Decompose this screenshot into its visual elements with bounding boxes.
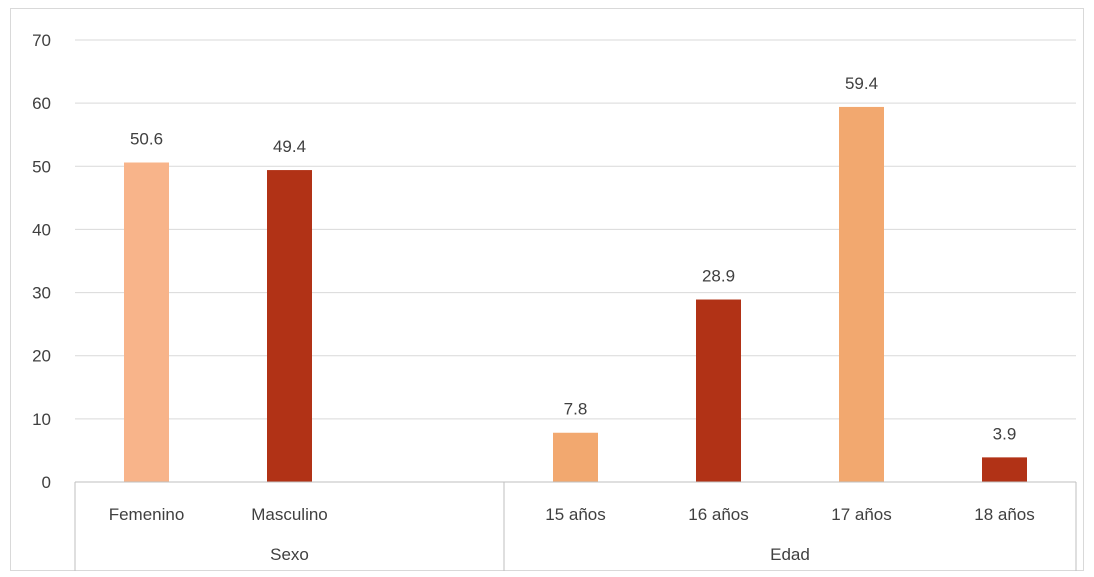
bar [267,170,312,482]
y-tick-label: 0 [42,473,51,492]
y-tick-label: 50 [32,157,51,176]
group-label: Edad [770,545,810,564]
data-label: 28.9 [702,267,735,286]
bar [696,299,741,482]
bar-chart: 50.6 49.4 7.8 28.9 59.4 3.9 0 10 20 30 40 50 60 70 Fe… [32,31,1077,571]
gridlines [75,39,1076,420]
group-label: Sexo [270,545,309,564]
bar [553,432,598,482]
y-tick-label: 40 [32,220,51,239]
bar [982,457,1027,482]
axes: 0 10 20 30 40 50 60 70 Femenino Masculino 15 años 1… [32,31,1077,571]
category-label: 17 años [831,505,892,524]
y-tick-label: 60 [32,94,51,113]
bar [839,106,884,482]
data-label: 3.9 [993,424,1017,443]
category-label: 18 años [974,505,1035,524]
category-label: 16 años [688,505,749,524]
category-label: Masculino [251,505,328,524]
data-label: 49.4 [273,137,306,156]
y-tick-label: 70 [32,31,51,50]
bar [124,162,169,483]
y-tick-label: 10 [32,410,51,429]
data-label: 50.6 [130,129,163,148]
data-labels: 50.6 49.4 7.8 28.9 59.4 3.9 [130,74,1016,443]
category-label: 15 años [545,505,606,524]
chart-frame: 50.6 49.4 7.8 28.9 59.4 3.9 0 10 20 30 40 50 60 70 Fe… [10,8,1084,571]
data-label: 59.4 [845,74,878,93]
y-tick-label: 30 [32,284,51,303]
category-label: Femenino [109,505,185,524]
y-tick-label: 20 [32,347,51,366]
bars [124,106,1027,483]
data-label: 7.8 [564,400,588,419]
